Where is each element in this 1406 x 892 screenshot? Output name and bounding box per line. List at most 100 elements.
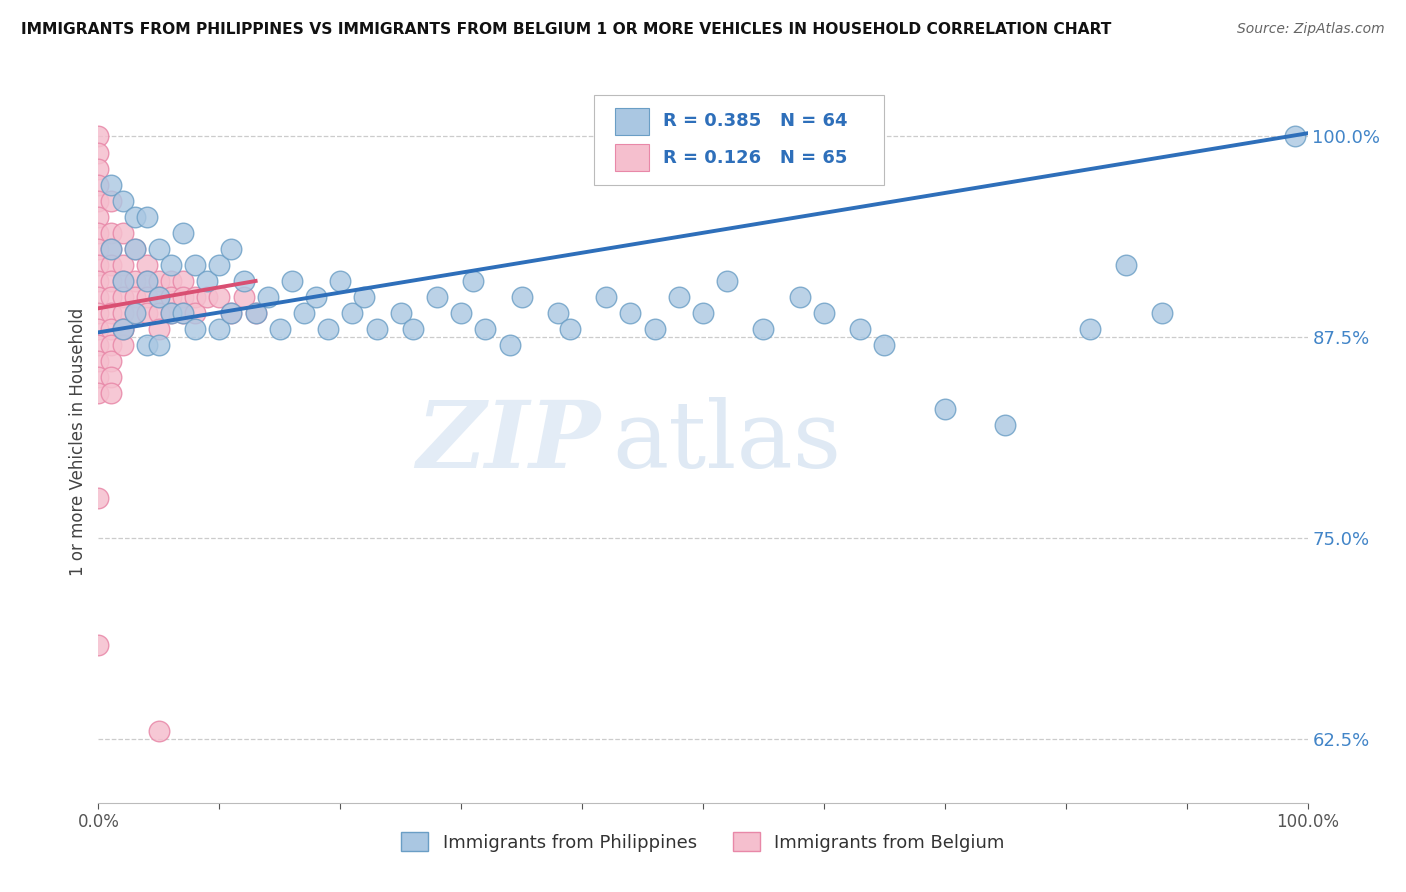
Point bbox=[100, 258, 122, 272]
Point bbox=[87, 639, 110, 653]
Point bbox=[135, 274, 157, 288]
Point bbox=[342, 306, 364, 320]
Point bbox=[716, 274, 738, 288]
Text: Source: ZipAtlas.com: Source: ZipAtlas.com bbox=[1237, 22, 1385, 37]
Point bbox=[100, 354, 122, 368]
Point bbox=[195, 290, 218, 304]
Point bbox=[124, 290, 146, 304]
Point bbox=[87, 210, 110, 224]
Point bbox=[160, 274, 183, 288]
Point bbox=[256, 290, 278, 304]
Point bbox=[292, 306, 315, 320]
Point bbox=[353, 290, 375, 304]
Point bbox=[135, 258, 157, 272]
Point bbox=[463, 274, 485, 288]
Point bbox=[450, 306, 472, 320]
Point bbox=[208, 258, 231, 272]
Point bbox=[100, 194, 122, 208]
Point bbox=[305, 290, 328, 304]
Point bbox=[558, 322, 581, 336]
Point bbox=[87, 242, 110, 256]
Point bbox=[87, 194, 110, 208]
Point bbox=[510, 290, 533, 304]
Point bbox=[100, 370, 122, 384]
Point bbox=[87, 274, 110, 288]
Point bbox=[87, 386, 110, 401]
Point bbox=[100, 178, 122, 192]
Point bbox=[111, 306, 134, 320]
Point bbox=[184, 322, 207, 336]
Text: ZIP: ZIP bbox=[416, 397, 600, 486]
Point bbox=[426, 290, 449, 304]
Point bbox=[100, 242, 122, 256]
Point bbox=[245, 306, 267, 320]
Point bbox=[692, 306, 714, 320]
Point bbox=[1078, 322, 1101, 336]
Point bbox=[184, 306, 207, 320]
Point bbox=[221, 306, 243, 320]
Point bbox=[402, 322, 425, 336]
Point bbox=[1284, 129, 1306, 144]
Point bbox=[100, 386, 122, 401]
Point bbox=[87, 491, 110, 505]
Point bbox=[208, 290, 231, 304]
Bar bbox=[614, 144, 648, 171]
Point bbox=[1115, 258, 1137, 272]
FancyBboxPatch shape bbox=[595, 95, 884, 185]
Point bbox=[87, 354, 110, 368]
Point bbox=[111, 322, 134, 336]
Point bbox=[87, 322, 110, 336]
Point bbox=[148, 290, 170, 304]
Point bbox=[498, 338, 520, 352]
Point bbox=[160, 290, 183, 304]
Point bbox=[172, 226, 194, 240]
Point bbox=[148, 242, 170, 256]
Point bbox=[184, 290, 207, 304]
Point bbox=[111, 258, 134, 272]
Point bbox=[994, 418, 1017, 433]
Point bbox=[148, 274, 170, 288]
Text: R = 0.126   N = 65: R = 0.126 N = 65 bbox=[664, 149, 848, 167]
Point bbox=[87, 129, 110, 144]
Point bbox=[87, 290, 110, 304]
Point bbox=[100, 274, 122, 288]
Point bbox=[87, 226, 110, 240]
Point bbox=[100, 338, 122, 352]
Point bbox=[547, 306, 569, 320]
Point bbox=[245, 306, 267, 320]
Point bbox=[208, 322, 231, 336]
Point bbox=[124, 274, 146, 288]
Point bbox=[184, 258, 207, 272]
Text: atlas: atlas bbox=[613, 397, 842, 486]
Point bbox=[595, 290, 617, 304]
Point bbox=[124, 210, 146, 224]
Point bbox=[172, 274, 194, 288]
Text: IMMIGRANTS FROM PHILIPPINES VS IMMIGRANTS FROM BELGIUM 1 OR MORE VEHICLES IN HOU: IMMIGRANTS FROM PHILIPPINES VS IMMIGRANT… bbox=[21, 22, 1112, 37]
Point bbox=[87, 178, 110, 192]
Point bbox=[644, 322, 666, 336]
Bar bbox=[614, 108, 648, 136]
Point bbox=[148, 306, 170, 320]
Point bbox=[87, 145, 110, 160]
Point bbox=[1152, 306, 1174, 320]
Point bbox=[232, 290, 254, 304]
Point bbox=[221, 242, 243, 256]
Point bbox=[111, 290, 134, 304]
Point bbox=[111, 194, 134, 208]
Y-axis label: 1 or more Vehicles in Household: 1 or more Vehicles in Household bbox=[69, 308, 87, 575]
Point bbox=[135, 290, 157, 304]
Point bbox=[389, 306, 412, 320]
Point bbox=[849, 322, 872, 336]
Point bbox=[474, 322, 496, 336]
Point bbox=[111, 338, 134, 352]
Point bbox=[111, 226, 134, 240]
Point bbox=[789, 290, 811, 304]
Point bbox=[752, 322, 775, 336]
Point bbox=[160, 258, 183, 272]
Point bbox=[100, 306, 122, 320]
Point bbox=[124, 242, 146, 256]
Point bbox=[100, 242, 122, 256]
Point bbox=[87, 161, 110, 176]
Point bbox=[135, 306, 157, 320]
Point bbox=[111, 322, 134, 336]
